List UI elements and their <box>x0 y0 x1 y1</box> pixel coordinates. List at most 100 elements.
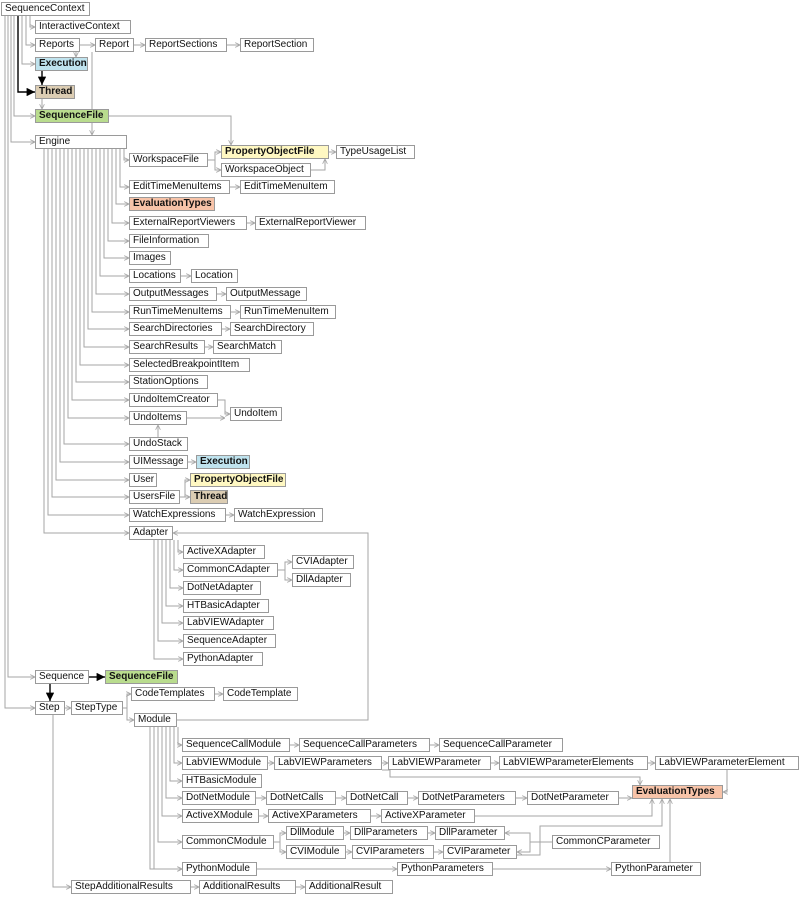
node-labview-parameter-elements[interactable]: LabVIEWParameterElements <box>499 756 648 770</box>
node-activex-adapter[interactable]: ActiveXAdapter <box>183 545 265 559</box>
connector <box>177 540 183 552</box>
node-watch-expressions[interactable]: WatchExpressions <box>129 508 226 522</box>
node-users-file-thread[interactable]: Thread <box>190 490 228 504</box>
node-cvi-adapter[interactable]: CVIAdapter <box>292 555 354 569</box>
node-workspace-file[interactable]: WorkspaceFile <box>129 153 208 167</box>
node-ui-message[interactable]: UIMessage <box>129 455 188 469</box>
node-location[interactable]: Location <box>191 269 238 283</box>
node-user[interactable]: User <box>129 473 157 487</box>
node-sequence-adapter[interactable]: SequenceAdapter <box>183 634 276 648</box>
node-output-message[interactable]: OutputMessage <box>226 287 307 301</box>
node-step[interactable]: Step <box>35 701 65 715</box>
node-python-parameter[interactable]: PythonParameter <box>611 862 701 876</box>
node-python-module[interactable]: PythonModule <box>182 862 257 876</box>
node-property-object-file[interactable]: PropertyObjectFile <box>221 145 329 159</box>
node-users-file-property-object-file[interactable]: PropertyObjectFile <box>190 473 286 487</box>
node-module-evaluation-types[interactable]: EvaluationTypes <box>632 785 723 799</box>
node-edit-time-menu-item[interactable]: EditTimeMenuItem <box>240 180 335 194</box>
node-adapter[interactable]: Adapter <box>129 526 173 540</box>
node-additional-results[interactable]: AdditionalResults <box>199 880 296 894</box>
node-dotnet-parameters[interactable]: DotNetParameters <box>418 791 516 805</box>
node-reports[interactable]: Reports <box>35 38 80 52</box>
node-dll-adapter[interactable]: DllAdapter <box>292 573 351 587</box>
connector <box>723 770 727 792</box>
node-commonc-module[interactable]: CommonCModule <box>182 835 274 849</box>
node-sequence-context[interactable]: SequenceContext <box>1 2 90 16</box>
node-edit-time-menu-items[interactable]: EditTimeMenuItems <box>129 180 230 194</box>
node-type-usage-list[interactable]: TypeUsageList <box>336 145 415 159</box>
node-station-options[interactable]: StationOptions <box>129 375 208 389</box>
node-labview-parameter[interactable]: LabVIEWParameter <box>388 756 491 770</box>
node-selected-breakpoint-item[interactable]: SelectedBreakpointItem <box>129 358 250 372</box>
node-thread[interactable]: Thread <box>35 85 75 99</box>
node-cvi-parameters[interactable]: CVIParameters <box>352 845 434 859</box>
node-search-results[interactable]: SearchResults <box>129 340 205 354</box>
node-step-type[interactable]: StepType <box>71 701 123 715</box>
node-search-match[interactable]: SearchMatch <box>213 340 282 354</box>
node-sequence-call-module[interactable]: SequenceCallModule <box>182 738 290 752</box>
connector <box>51 149 129 497</box>
node-htbasic-adapter[interactable]: HTBasicAdapter <box>183 599 269 613</box>
node-locations[interactable]: Locations <box>129 269 181 283</box>
node-cvi-module[interactable]: CVIModule <box>286 845 346 859</box>
node-dotnet-module[interactable]: DotNetModule <box>182 791 256 805</box>
node-step-additional-results[interactable]: StepAdditionalResults <box>71 880 191 894</box>
node-sequence-call-parameter[interactable]: SequenceCallParameter <box>439 738 563 752</box>
node-activex-parameter[interactable]: ActiveXParameter <box>381 809 475 823</box>
node-images[interactable]: Images <box>129 251 171 265</box>
node-labview-parameter-element[interactable]: LabVIEWParameterElement <box>655 756 799 770</box>
node-activex-module[interactable]: ActiveXModule <box>182 809 259 823</box>
node-ui-message-execution[interactable]: Execution <box>196 455 250 469</box>
connector <box>115 149 129 204</box>
node-commonc-parameter[interactable]: CommonCParameter <box>552 835 660 849</box>
node-undo-item-creator[interactable]: UndoItemCreator <box>129 393 218 407</box>
node-watch-expression[interactable]: WatchExpression <box>234 508 323 522</box>
node-code-template[interactable]: CodeTemplate <box>223 687 298 701</box>
node-dll-parameter[interactable]: DllParameter <box>435 826 505 840</box>
node-activex-parameters[interactable]: ActiveXParameters <box>268 809 371 823</box>
connector <box>149 727 182 869</box>
node-dotnet-call[interactable]: DotNetCall <box>346 791 408 805</box>
node-execution[interactable]: Execution <box>35 57 88 71</box>
node-workspace-object[interactable]: WorkspaceObject <box>221 163 311 177</box>
node-report-section[interactable]: ReportSection <box>240 38 314 52</box>
node-dotnet-calls[interactable]: DotNetCalls <box>266 791 336 805</box>
node-dll-module[interactable]: DllModule <box>286 826 344 840</box>
node-python-adapter[interactable]: PythonAdapter <box>183 652 263 666</box>
node-evaluation-types[interactable]: EvaluationTypes <box>129 197 215 211</box>
node-python-parameters[interactable]: PythonParameters <box>397 862 493 876</box>
node-engine[interactable]: Engine <box>35 135 127 149</box>
node-commonc-adapter[interactable]: CommonCAdapter <box>183 563 278 577</box>
node-users-file[interactable]: UsersFile <box>129 490 180 504</box>
node-dotnet-parameter[interactable]: DotNetParameter <box>527 791 619 805</box>
node-undo-stack[interactable]: UndoStack <box>129 437 188 451</box>
node-search-directories[interactable]: SearchDirectories <box>129 322 222 336</box>
node-labview-parameters[interactable]: LabVIEWParameters <box>274 756 382 770</box>
node-labview-adapter[interactable]: LabVIEWAdapter <box>183 616 274 630</box>
node-sequence-sequence-file[interactable]: SequenceFile <box>105 670 178 684</box>
node-run-time-menu-items[interactable]: RunTimeMenuItems <box>129 305 231 319</box>
node-search-directory[interactable]: SearchDirectory <box>230 322 314 336</box>
node-cvi-parameter[interactable]: CVIParameter <box>443 845 517 859</box>
node-external-report-viewer[interactable]: ExternalReportViewer <box>255 216 366 230</box>
node-run-time-menu-item[interactable]: RunTimeMenuItem <box>240 305 336 319</box>
node-sequence[interactable]: Sequence <box>35 670 89 684</box>
node-output-messages[interactable]: OutputMessages <box>129 287 217 301</box>
node-sequence-call-parameters[interactable]: SequenceCallParameters <box>299 738 430 752</box>
node-module[interactable]: Module <box>134 713 177 727</box>
node-dll-parameters[interactable]: DllParameters <box>350 826 428 840</box>
node-report-sections[interactable]: ReportSections <box>145 38 227 52</box>
node-file-information[interactable]: FileInformation <box>129 234 209 248</box>
node-additional-result[interactable]: AdditionalResult <box>305 880 393 894</box>
node-interactive-context[interactable]: InteractiveContext <box>35 20 131 34</box>
node-htbasic-module[interactable]: HTBasicModule <box>182 774 262 788</box>
node-labview-module[interactable]: LabVIEWModule <box>182 756 268 770</box>
node-dotnet-adapter[interactable]: DotNetAdapter <box>183 581 261 595</box>
node-code-templates[interactable]: CodeTemplates <box>131 687 215 701</box>
connector <box>153 540 183 659</box>
node-external-report-viewers[interactable]: ExternalReportViewers <box>129 216 247 230</box>
node-report[interactable]: Report <box>95 38 134 52</box>
node-undo-items[interactable]: UndoItems <box>129 411 187 425</box>
node-undo-item[interactable]: UndoItem <box>230 407 282 421</box>
node-sequence-file[interactable]: SequenceFile <box>35 109 109 123</box>
